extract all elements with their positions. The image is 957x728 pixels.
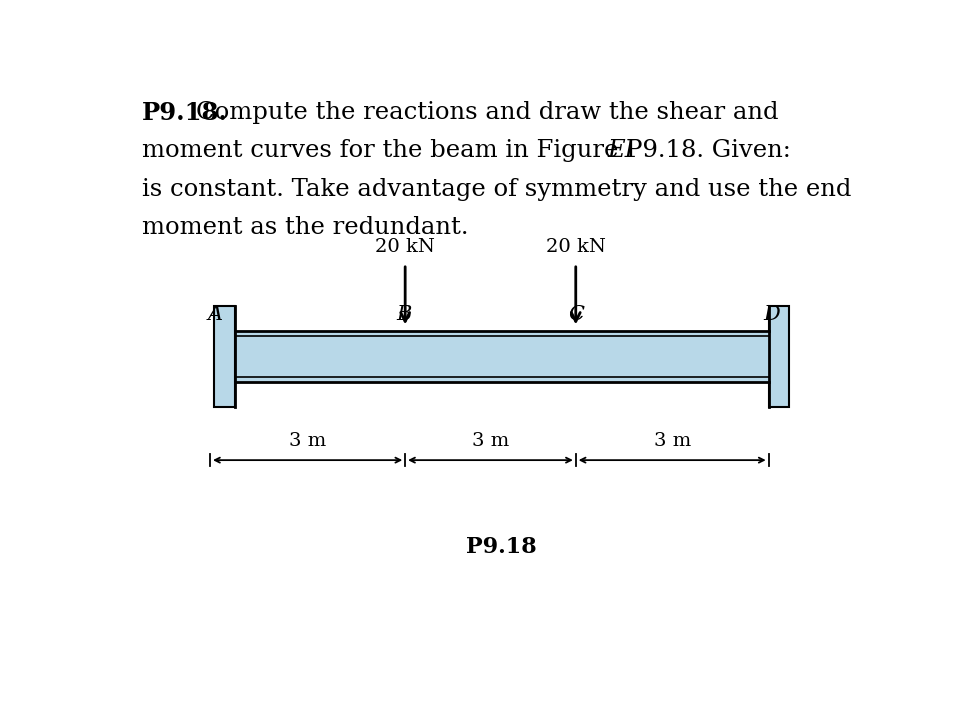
Text: moment curves for the beam in Figure P9.18. Given:: moment curves for the beam in Figure P9.… <box>142 140 798 162</box>
Text: C: C <box>568 306 585 325</box>
Text: 3 m: 3 m <box>654 432 691 450</box>
Bar <box>768 306 790 407</box>
Text: A: A <box>208 306 223 325</box>
Text: D: D <box>764 306 780 325</box>
Bar <box>213 306 234 407</box>
Text: P9.18.: P9.18. <box>142 101 228 125</box>
Text: B: B <box>396 306 412 325</box>
Text: 20 kN: 20 kN <box>375 237 435 256</box>
Bar <box>234 331 768 381</box>
Text: EI: EI <box>607 140 634 162</box>
Text: 3 m: 3 m <box>472 432 509 450</box>
Text: P9.18: P9.18 <box>466 536 537 558</box>
Text: moment as the redundant.: moment as the redundant. <box>142 215 468 239</box>
Text: 3 m: 3 m <box>289 432 326 450</box>
Text: Compute the reactions and draw the shear and: Compute the reactions and draw the shear… <box>196 101 778 124</box>
Text: 20 kN: 20 kN <box>545 237 606 256</box>
Text: is constant. Take advantage of symmetry and use the end: is constant. Take advantage of symmetry … <box>142 178 851 201</box>
